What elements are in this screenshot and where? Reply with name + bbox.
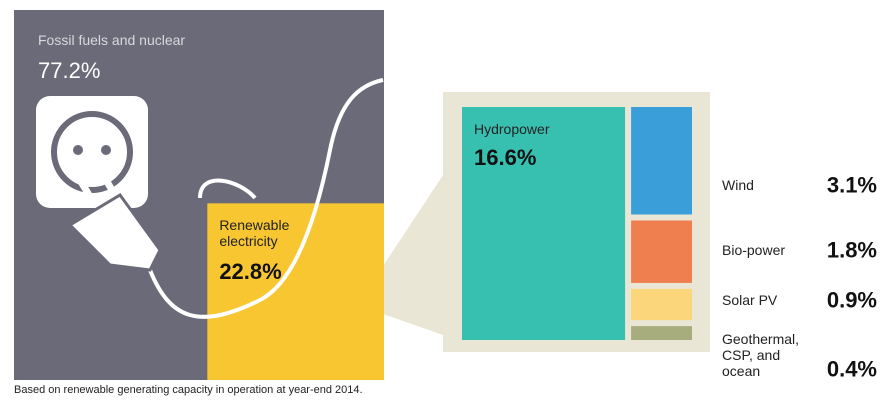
category-label: Fossil fuels and nuclear — [38, 32, 186, 48]
tile — [631, 107, 692, 215]
category-label: Renewable electricity — [219, 217, 290, 250]
plug-pin — [96, 168, 119, 197]
category-label: Wind — [722, 176, 754, 193]
category-label: Geothermal, CSP, and ocean — [722, 330, 800, 380]
value-label: 3.1% — [826, 172, 877, 198]
category-label: Solar PV — [722, 291, 778, 308]
tile — [631, 288, 692, 321]
tile — [207, 203, 384, 380]
tile — [631, 220, 692, 283]
plug-illustration — [36, 78, 384, 319]
socket-hole — [73, 145, 83, 155]
value-label: 22.8% — [219, 259, 282, 285]
value-label: 16.6% — [474, 145, 537, 170]
shapes — [14, 10, 710, 380]
socket-hole — [101, 145, 111, 155]
tile — [631, 326, 692, 340]
cable — [198, 178, 257, 200]
value-label: 1.8% — [826, 237, 877, 263]
caption: Based on renewable generating capacity i… — [14, 384, 363, 396]
tile — [462, 107, 626, 340]
socket — [51, 111, 133, 193]
plug-pin — [76, 178, 99, 207]
category-label: Bio-power — [722, 241, 786, 258]
value-label: 0.4% — [826, 356, 877, 382]
cable — [148, 78, 384, 319]
value-label: 0.9% — [826, 287, 877, 313]
plug — [67, 193, 162, 272]
category-label: Hydropower — [474, 121, 550, 137]
value-label: 77.2% — [38, 58, 101, 83]
